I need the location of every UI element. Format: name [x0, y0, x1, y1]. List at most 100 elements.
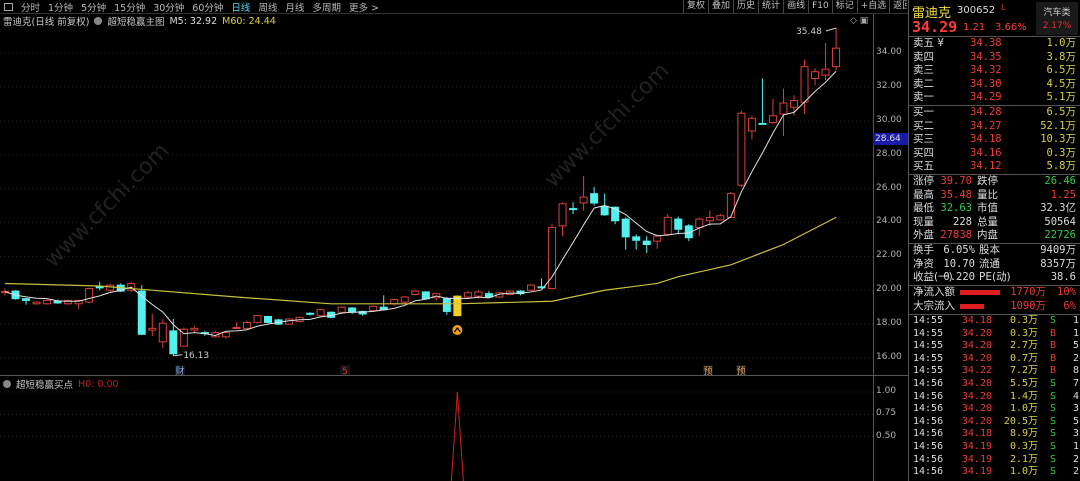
top-button[interactable]: +自选	[856, 0, 890, 13]
trade-price: 34.20	[961, 327, 992, 339]
candle	[569, 202, 578, 215]
trade-time: 14:56	[913, 453, 944, 465]
price-tick: 30.00	[876, 114, 902, 125]
trade-volume: 1.0万	[1009, 403, 1038, 415]
candle	[632, 234, 641, 250]
trade-side: S	[1049, 453, 1056, 465]
indicator-name[interactable]: 超短稳赢主图	[107, 17, 165, 28]
top-button[interactable]: F10	[808, 0, 832, 13]
candle	[442, 297, 451, 315]
ma5-line	[4, 70, 837, 336]
event-marker[interactable]: 预	[703, 366, 712, 377]
trade-price: 34.20	[961, 403, 992, 415]
candle	[232, 322, 241, 330]
chart-mode-icons[interactable]: ◇ ▣	[850, 16, 869, 26]
candle	[158, 319, 167, 348]
trade-price: 34.20	[961, 340, 992, 352]
trade-row: 14:55 34.20 2.7万 B 5	[913, 340, 1079, 353]
ask-label: 卖五 ¥	[913, 37, 945, 49]
period-tab[interactable]: 5分钟	[81, 2, 107, 14]
trade-row: 14:56 34.19 0.3万 S 1	[913, 441, 1079, 454]
stat-row: 涨停 39.70 跌停 26.46	[913, 175, 1076, 189]
stock-code: 300652	[957, 5, 996, 16]
period-tab[interactable]: 多周期	[312, 2, 341, 14]
trade-volume: 7.2万	[1009, 365, 1038, 377]
sub-indicator-settings-icon[interactable]	[3, 380, 11, 388]
panel-toggle-icon[interactable]	[4, 2, 13, 11]
trade-price: 34.18	[961, 315, 992, 326]
period-tab[interactable]: 1分钟	[48, 2, 74, 14]
top-button[interactable]: 复权	[683, 0, 708, 13]
trade-price: 34.19	[961, 453, 992, 465]
sector-badge[interactable]: 汽车类 2.17%	[1036, 2, 1078, 35]
trade-row: 14:56 34.20 5.5万 S 7	[913, 378, 1079, 391]
sub-tick: 1.00	[876, 386, 897, 396]
trade-count: 2	[1072, 466, 1079, 478]
ask-row: 卖三 34.32 6.5万	[913, 64, 1076, 78]
stat-row: 外盘 27838 内盘 22726	[913, 229, 1076, 243]
bid-volume: 0.3万	[1046, 146, 1076, 159]
candle	[190, 325, 199, 333]
ask-volume: 4.5万	[1046, 77, 1076, 90]
event-marker[interactable]: 财	[175, 365, 184, 377]
trade-count: 2	[1072, 352, 1079, 364]
stat-value: 26.46	[1044, 175, 1076, 187]
price-tick: 16.00	[876, 352, 902, 362]
period-tab[interactable]: 15分钟	[114, 2, 146, 14]
kline-chart[interactable]: 35.48 16.13 财 5 预 预	[0, 0, 873, 481]
trade-time: 14:55	[913, 365, 944, 377]
toolbar-divider	[0, 13, 908, 14]
top-button[interactable]: 返回	[889, 0, 907, 13]
period-tab[interactable]: 30分钟	[153, 2, 185, 14]
price-change-pct: 3.66%	[995, 22, 1027, 33]
event-marker-bg	[736, 365, 746, 375]
candle	[453, 295, 462, 317]
flow-value: 1090万	[1010, 299, 1046, 312]
trade-price: 34.20	[961, 390, 992, 402]
trade-row: 14:56 34.19 2.1万 S 2	[913, 453, 1079, 467]
period-toolbar: 分时 1分钟 5分钟 15分钟 30分钟 60分钟 日线 周线 月线 多周期 更多 >	[0, 0, 680, 14]
ask-price: 34.30	[970, 77, 1002, 90]
period-tab[interactable]: 60分钟	[192, 2, 224, 14]
price-tick: 20.00	[876, 284, 902, 295]
top-button[interactable]: 叠加	[708, 0, 733, 13]
indicator-settings-icon[interactable]	[94, 17, 103, 25]
candle	[64, 299, 73, 305]
event-marker[interactable]: 预	[736, 366, 745, 377]
trade-count: 8	[1072, 365, 1079, 377]
bid-label: 买三	[913, 133, 934, 145]
event-marker[interactable]: 5	[342, 367, 348, 377]
top-button[interactable]: 画线	[783, 0, 808, 13]
trade-time: 14:56	[913, 441, 944, 452]
ask-price: 34.32	[970, 64, 1002, 76]
candle	[716, 214, 725, 221]
bid-volume: 6.5万	[1046, 106, 1076, 118]
candle	[358, 310, 367, 316]
sub-indicator-name[interactable]: 超短稳赢买点	[16, 380, 74, 391]
fund-flow-row: 大宗流入 1090万 6%	[913, 300, 1076, 314]
price-tick: 24.00	[876, 216, 902, 227]
candle	[137, 285, 146, 336]
top-button[interactable]: 统计	[758, 0, 783, 13]
top-button[interactable]: 历史	[733, 0, 758, 13]
bid-label: 买二	[913, 119, 934, 132]
fundamental-label: 收益(一)	[913, 271, 953, 283]
trade-row: 14:56 34.19 1.0万 S 2	[913, 466, 1079, 479]
period-tab[interactable]: 日线	[231, 2, 251, 14]
period-tab[interactable]: 月线	[285, 2, 305, 14]
trade-volume: 0.3万	[1009, 327, 1038, 339]
period-tab[interactable]: 分时	[21, 2, 41, 14]
trade-side: S	[1049, 378, 1056, 389]
sector-name: 汽车类	[1043, 8, 1071, 18]
buy-signal-icon[interactable]	[452, 325, 463, 335]
candle	[369, 305, 378, 312]
sub-tick: 0.50	[876, 430, 897, 441]
period-tab[interactable]: 周线	[258, 2, 278, 14]
top-button[interactable]: 标记	[831, 0, 857, 13]
candle	[106, 283, 115, 292]
trade-volume: 1.0万	[1009, 466, 1038, 478]
candle	[747, 115, 756, 140]
high-price-label: 35.48	[796, 27, 822, 37]
period-tab[interactable]: 更多 >	[348, 2, 379, 14]
trade-count: 5	[1072, 340, 1079, 352]
